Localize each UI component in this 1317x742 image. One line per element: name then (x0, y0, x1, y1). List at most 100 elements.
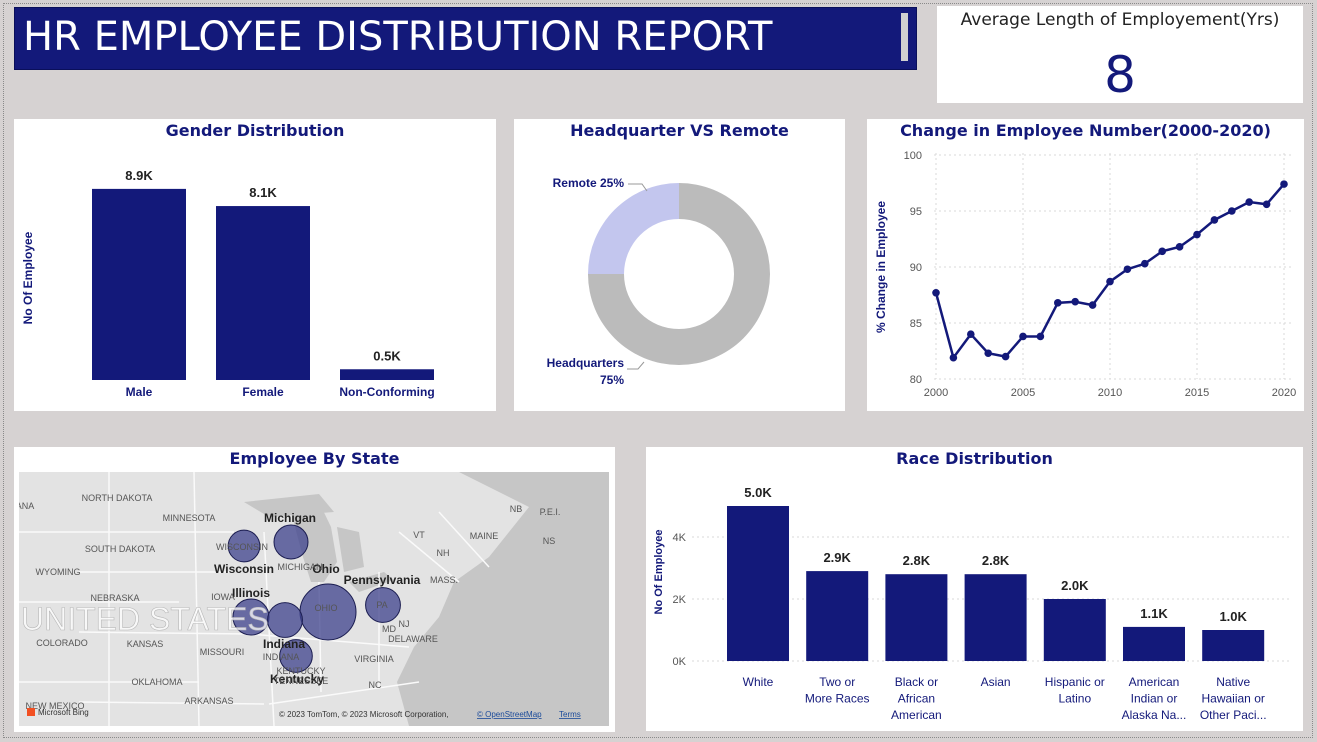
gender-category-label: Non-Conforming (339, 385, 434, 399)
race-category-label: Black or (895, 675, 938, 689)
map-region-label: MINNESOTA (163, 513, 216, 523)
trend-y-tick: 90 (910, 262, 922, 274)
map-region-label: NORTH DAKOTA (82, 493, 153, 503)
trend-data-point (1245, 198, 1253, 206)
trend-data-point (967, 330, 975, 338)
location-chart-title: Headquarter VS Remote (570, 121, 789, 140)
openstreetmap-link: © OpenStreetMap (477, 710, 542, 719)
state-map-card[interactable]: Employee By State Michigan Ohio Wisconsin P… (14, 447, 615, 732)
ocean-area (397, 472, 609, 726)
race-category-label: Alaska Na... (1122, 708, 1187, 722)
report-title: HR EMPLOYEE DISTRIBUTION REPORT (23, 14, 773, 60)
trend-y-axis-label: % Change in Employee (874, 201, 888, 333)
race-data-label: 2.8K (982, 553, 1010, 568)
map-region-label: OKLAHOMA (131, 677, 182, 687)
gender-bar (340, 369, 434, 380)
kpi-value: 8 (1104, 46, 1136, 104)
trend-data-point (1193, 230, 1201, 239)
state-border (78, 701, 265, 705)
race-data-label: 2.8K (903, 553, 931, 568)
race-bar (1123, 626, 1185, 661)
state-border (438, 511, 490, 568)
gender-bar (92, 188, 186, 380)
state-map[interactable]: Michigan Ohio Wisconsin Pennsylvania Illinoi… (19, 472, 609, 726)
trend-x-tick: 2000 (924, 387, 948, 399)
map-region-label: WYOMING (36, 567, 81, 577)
trend-x-tick: 2005 (1011, 387, 1035, 399)
race-bar (964, 574, 1027, 661)
map-region-label: VIRGINIA (354, 654, 394, 664)
map-region-label: IOWA (211, 592, 235, 602)
race-category-label: American (1129, 675, 1180, 689)
gender-category-label: Female (242, 385, 284, 399)
state-bubble-pennsylvania (365, 587, 401, 623)
state-border (193, 472, 200, 726)
map-state-label: Indiana (263, 637, 305, 651)
trend-data-point (1001, 352, 1010, 361)
state-bubble-indiana (267, 602, 303, 638)
map-region-label: KANSAS (127, 639, 164, 649)
map-state-label: Wisconsin (214, 562, 274, 576)
state-bubble-michigan (273, 524, 309, 560)
trend-data-point (1019, 332, 1027, 341)
trend-y-tick: 100 (904, 150, 922, 162)
race-y-tick: 2K (673, 594, 687, 606)
race-category-label: Two or (819, 675, 855, 689)
lake-huron (337, 527, 364, 572)
race-chart-card[interactable]: Race Distribution 0K 2K 4K 5.0K White 2.9K Two… (646, 447, 1303, 731)
trend-data-point (1210, 216, 1219, 224)
race-chart-title: Race Distribution (896, 449, 1053, 468)
map-state-label: Ohio (312, 562, 339, 576)
map-region-label: TENNESSEE (274, 676, 329, 686)
state-map-canvas: Michigan Ohio Wisconsin Pennsylvania Illinoi… (19, 472, 609, 726)
map-region-label: MISSOURI (200, 647, 245, 657)
location-donut-chart: Remote 25% Headquarters 75% (547, 176, 770, 387)
state-map-title: Employee By State (229, 449, 400, 468)
trend-data-point (1280, 180, 1288, 188)
kpi-label: Average Length of Employement(Yrs) (960, 10, 1280, 30)
race-category-label: Hawaiian or (1202, 692, 1265, 706)
state-border (263, 531, 275, 726)
race-category-label: Other Paci... (1200, 708, 1267, 722)
map-state-label: Kentucky (270, 672, 324, 686)
trend-line-chart: 80 85 90 95 100 2000 2005 2010 2015 2020 % Change … (874, 150, 1296, 399)
gender-data-label: 8.1K (249, 185, 277, 200)
report-title-bar: HR EMPLOYEE DISTRIBUTION REPORT (14, 7, 917, 70)
title-scroll-handle[interactable] (901, 13, 908, 61)
map-region-label: MICHIGAN (278, 562, 323, 572)
trend-data-point (1036, 332, 1045, 341)
location-chart-card[interactable]: Headquarter VS Remote Remote 25% Headquar… (514, 119, 845, 411)
map-region-label: MAINE (470, 531, 499, 541)
race-category-label: Latino (1058, 692, 1091, 706)
lake-michigan (291, 502, 337, 582)
map-state-label: Michigan (264, 511, 316, 525)
gender-bar-chart: 8.9K Male 8.1K Female 0.5K Non-Conforming No O… (21, 168, 435, 399)
map-region-label: WISCONSIN (216, 542, 268, 552)
state-bubble-kentucky (279, 639, 313, 673)
map-region-label: DELAWARE (388, 634, 438, 644)
gender-data-label: 8.9K (125, 168, 153, 183)
map-region-label: VT (413, 530, 425, 540)
trend-data-point (1106, 277, 1114, 286)
report-frame (3, 3, 1313, 738)
race-y-tick: 4K (673, 532, 687, 544)
trend-chart-title: Change in Employee Number(2000-2020) (900, 121, 1271, 140)
donut-slice-headquarters (588, 183, 770, 365)
race-bar (806, 571, 869, 661)
trend-data-point (1228, 207, 1236, 215)
map-region-label: ARKANSAS (184, 696, 233, 706)
race-bar-chart: 0K 2K 4K 5.0K White 2.9K Two or More Races 2.8K B… (653, 485, 1291, 722)
race-bar (727, 506, 789, 661)
race-data-label: 1.1K (1140, 606, 1168, 621)
gender-chart-card[interactable]: Gender Distribution 8.9K Male 8.1K Female 0.… (14, 119, 496, 411)
trend-data-point (1088, 301, 1097, 309)
trend-chart-card[interactable]: Change in Employee Number(2000-2020) 80 8… (867, 119, 1304, 411)
kpi-card[interactable]: Average Length of Employement(Yrs) 8 (937, 6, 1303, 104)
map-region-label: OHIO (314, 603, 337, 613)
race-bar (1202, 630, 1265, 661)
trend-data-point (1141, 259, 1149, 268)
trend-x-tick: 2015 (1185, 387, 1209, 399)
state-border (268, 681, 420, 705)
race-category-label: White (743, 675, 774, 689)
map-region-label: NJ (399, 619, 410, 629)
